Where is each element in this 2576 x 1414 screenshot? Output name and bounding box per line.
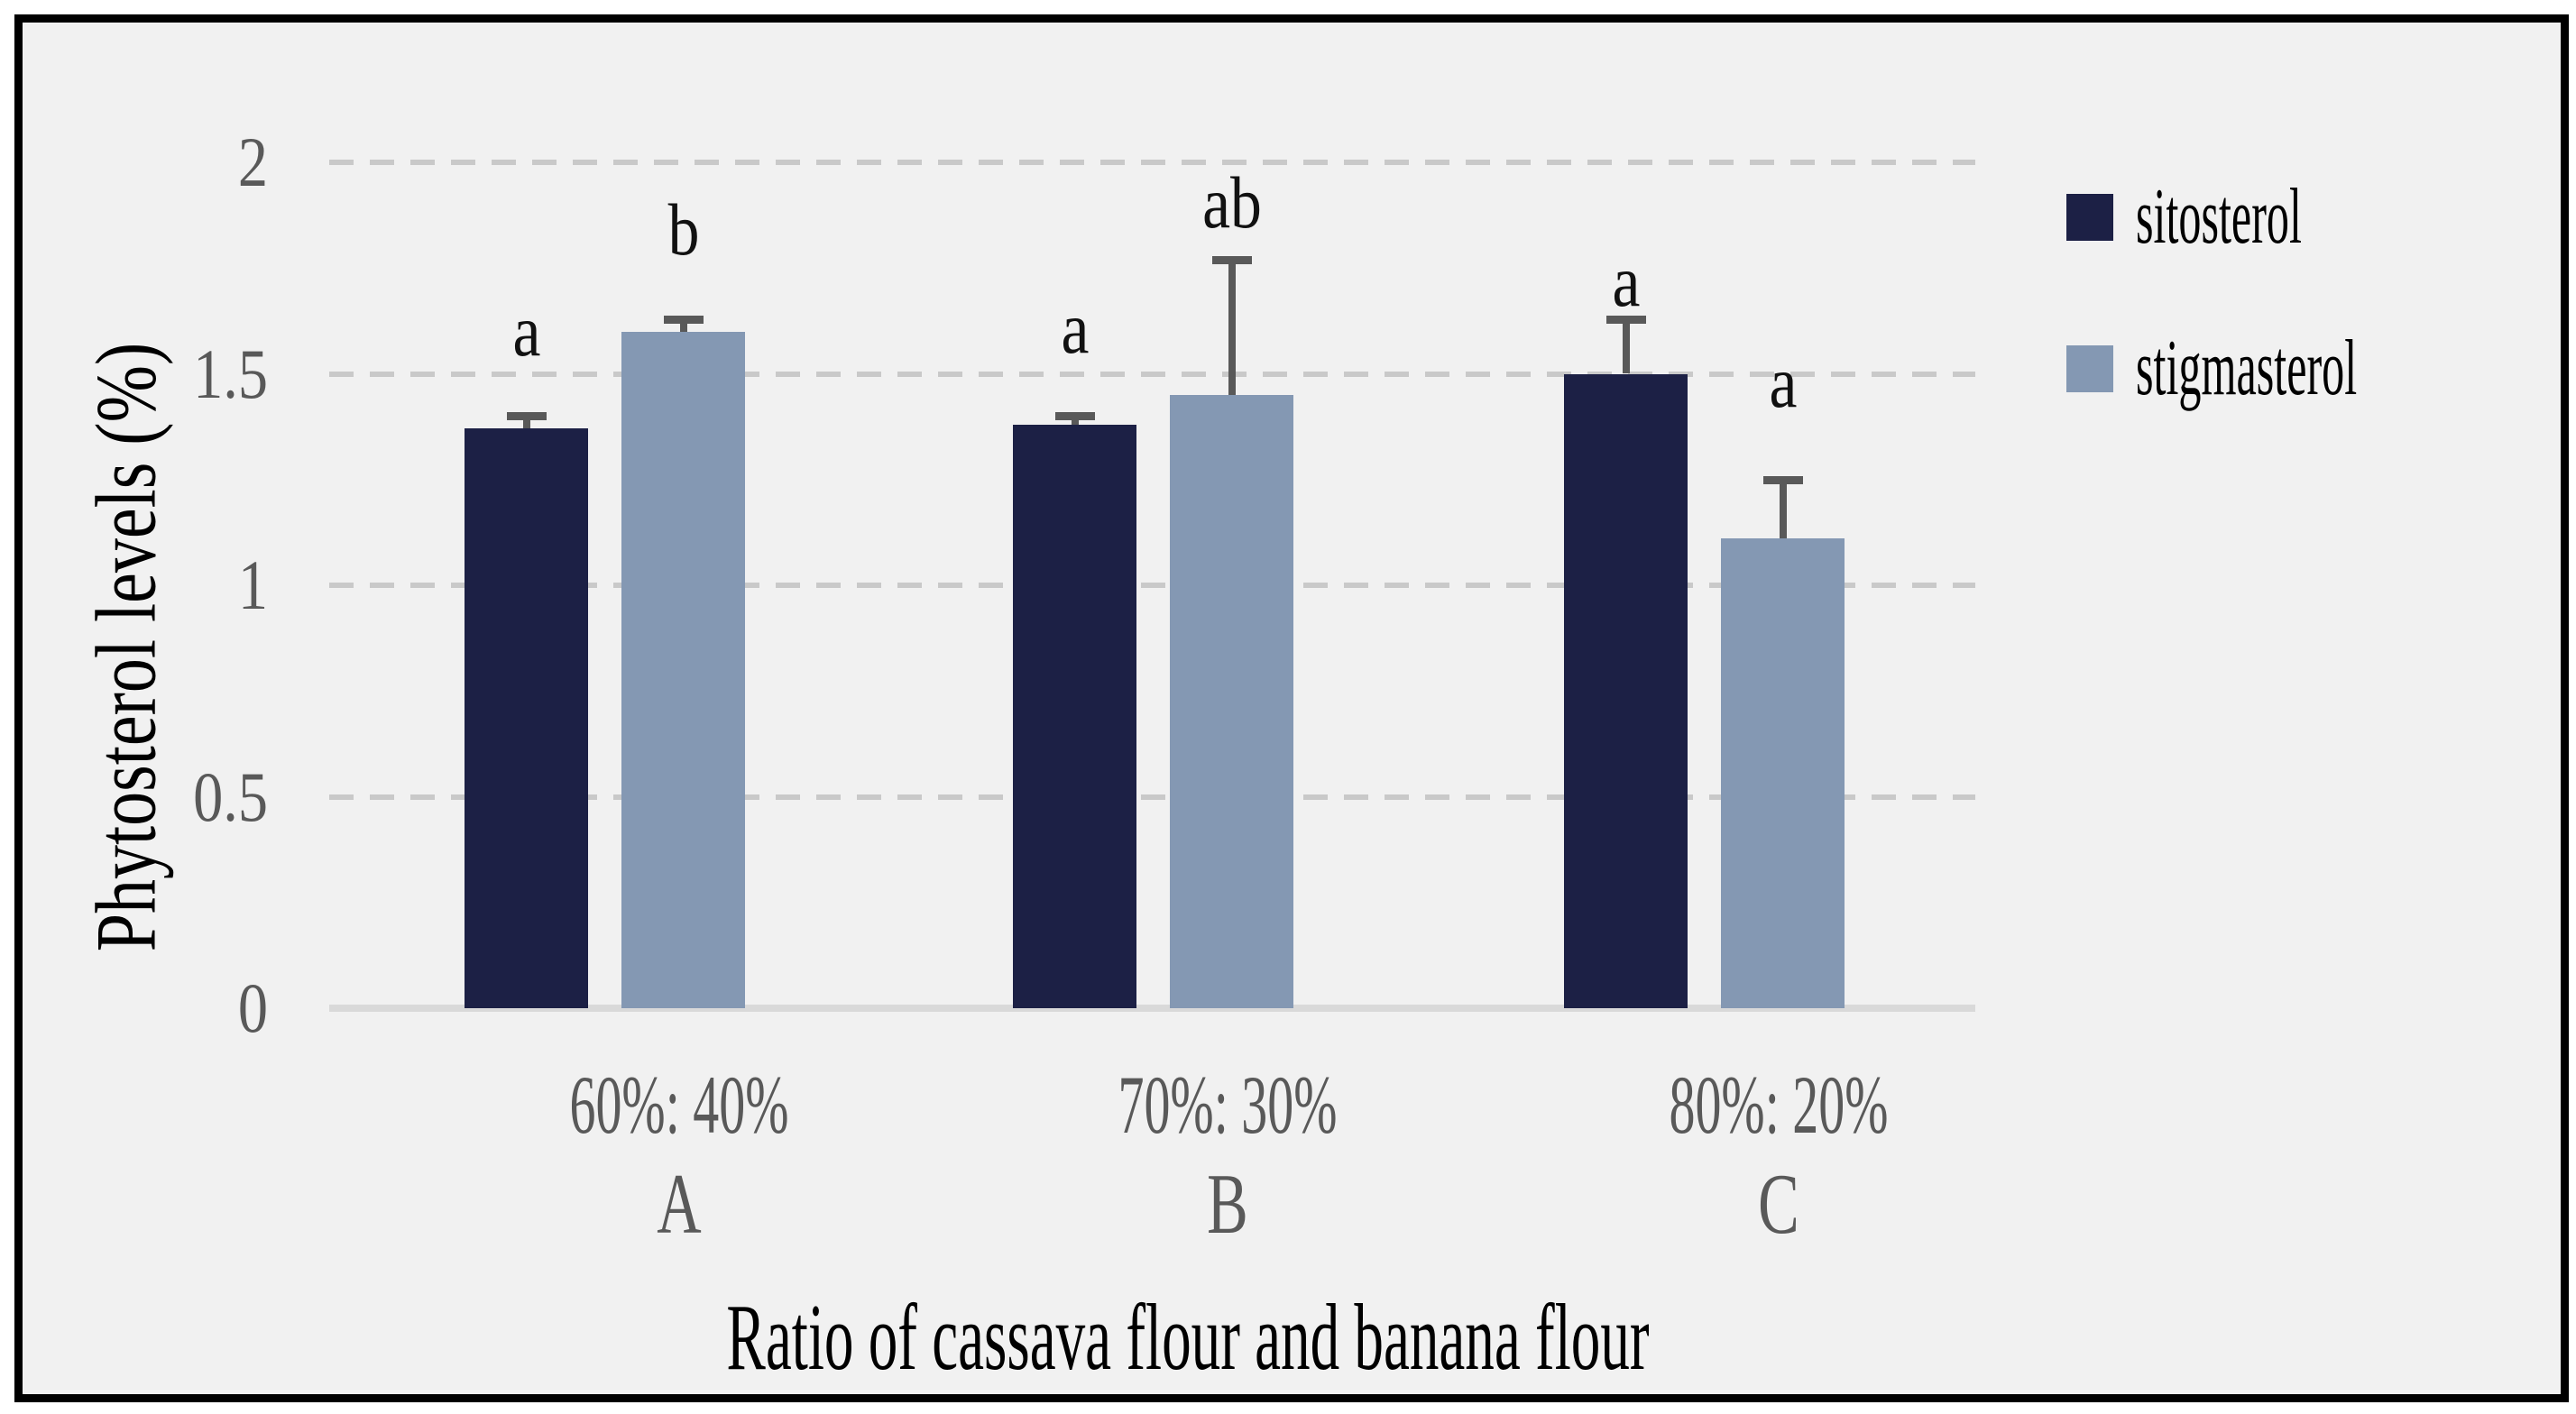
stigmasterol-swatch-icon	[2066, 345, 2113, 392]
significance-letter: a	[1612, 240, 1640, 322]
error-bar-stem	[1622, 318, 1630, 374]
error-bar-cap	[1054, 412, 1095, 421]
bar-stigmasterol-group-A	[621, 331, 745, 1008]
gridline	[329, 160, 1975, 165]
plot-area: a a a b ab a	[329, 160, 1975, 1012]
legend-item-sitosterol: sitosterol	[2066, 177, 2427, 258]
significance-letter: ab	[1201, 161, 1262, 243]
legend-item-stigmasterol: stigmasterol	[2066, 328, 2524, 409]
error-bar-stem	[1228, 259, 1236, 395]
y-tick-label: 1	[237, 546, 268, 624]
bar-sitosterol-group-A	[465, 428, 588, 1008]
gridline	[329, 371, 1975, 377]
group-letter-label: B	[1207, 1156, 1248, 1252]
error-bar-cap	[506, 412, 547, 421]
x-tick-ratio-label: 60%: 40%	[569, 1059, 789, 1151]
y-tick-label: 0.5	[193, 757, 268, 836]
error-bar-stem	[522, 416, 530, 429]
y-tick-label: 2	[237, 123, 268, 201]
bar-stigmasterol-group-C	[1721, 538, 1845, 1008]
x-axis-title: Ratio of cassava flour and banana flour	[726, 1284, 1650, 1390]
significance-letter: a	[512, 289, 540, 372]
legend-label-sitosterol: sitosterol	[2136, 173, 2302, 261]
error-bar-cap	[663, 315, 704, 324]
bar-stigmasterol-group-B	[1170, 394, 1293, 1008]
error-bar-cap	[1762, 475, 1803, 484]
x-axis-line	[329, 1005, 1975, 1012]
bar-sitosterol-group-B	[1013, 424, 1136, 1008]
significance-letter: b	[667, 188, 699, 271]
error-bar-cap	[1211, 255, 1252, 264]
bar-sitosterol-group-C	[1564, 373, 1688, 1008]
x-tick-ratio-label: 70%: 30%	[1118, 1059, 1338, 1151]
error-bar-stem	[679, 318, 687, 332]
chart-frame: Phytosterol levels (%) Ratio of cassava …	[14, 14, 2569, 1402]
legend-label-stigmasterol: stigmasterol	[2136, 325, 2358, 412]
significance-letter: a	[1061, 287, 1089, 369]
group-letter-label: C	[1758, 1156, 1799, 1252]
gridline	[329, 794, 1975, 800]
sitosterol-swatch-icon	[2066, 194, 2113, 241]
significance-letter: a	[1769, 341, 1797, 423]
group-letter-label: A	[657, 1156, 702, 1252]
error-bar-cap	[1605, 315, 1646, 324]
error-bar-stem	[1779, 479, 1787, 539]
gridline	[329, 583, 1975, 588]
y-tick-label: 1.5	[193, 334, 268, 413]
x-tick-ratio-label: 80%: 20%	[1669, 1059, 1889, 1151]
y-tick-label: 0	[237, 969, 268, 1047]
